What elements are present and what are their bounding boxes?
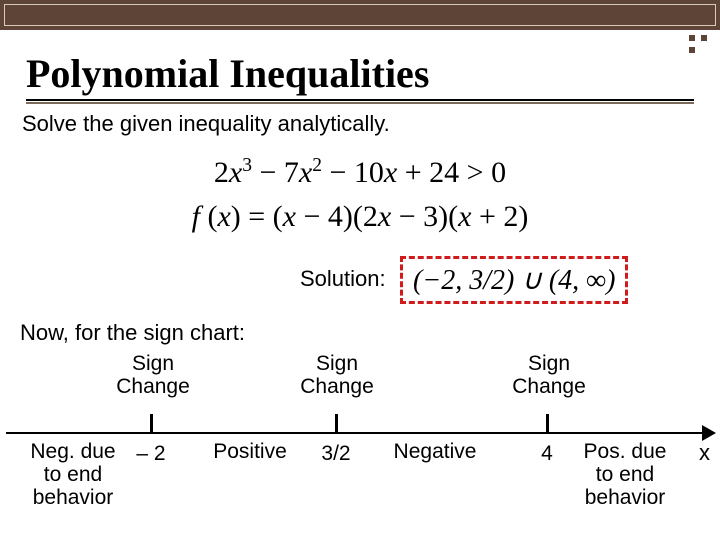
- title-underline: [26, 99, 694, 101]
- axis-tick: [335, 414, 338, 434]
- sign-change-label: SignChange: [108, 352, 198, 398]
- equation-line-1: 2x3 − 7x2 − 10x + 24 > 0: [214, 151, 506, 195]
- sign-change-label: SignChange: [504, 352, 594, 398]
- sign-chart: x SignChange SignChange SignChange – 2 3/2 4 N…: [0, 352, 720, 512]
- region-label: Pos. dueto endbehavior: [570, 440, 680, 509]
- solution-box: (−2, 3/2) ∪ (4, ∞): [400, 256, 628, 304]
- region-label: Neg. dueto endbehavior: [14, 440, 132, 509]
- sign-chart-intro: Now, for the sign chart:: [20, 320, 720, 346]
- instruction-text: Solve the given inequality analytically.: [22, 111, 720, 137]
- slide-top-bar-inner: [4, 4, 716, 26]
- axis-tick: [150, 414, 153, 434]
- solution-row: Solution: (−2, 3/2) ∪ (4, ∞): [0, 256, 720, 306]
- axis-tick: [546, 414, 549, 434]
- region-label: Positive: [200, 440, 300, 463]
- solution-label: Solution:: [300, 266, 386, 292]
- region-label: Negative: [380, 440, 490, 463]
- arrowhead-icon: [702, 425, 716, 441]
- sign-change-label: SignChange: [292, 352, 382, 398]
- equation-line-2: f (x) = (x − 4)(2x − 3)(x + 2): [192, 195, 529, 239]
- ornament-square-icon: [688, 34, 696, 42]
- axis-tick-label: – 2: [136, 442, 165, 466]
- axis-tick-label: 4: [541, 442, 553, 466]
- ornament-square-icon: [700, 34, 708, 42]
- ornament-square-icon: [688, 46, 696, 54]
- number-line: [6, 432, 706, 434]
- page-title: Polynomial Inequalities: [26, 50, 720, 97]
- axis-tick-label: 3/2: [321, 442, 350, 466]
- equation-block: 2x3 − 7x2 − 10x + 24 > 0 f (x) = (x − 4)…: [0, 151, 720, 238]
- axis-x-label: x: [699, 440, 710, 466]
- slide-top-bar: [0, 0, 720, 30]
